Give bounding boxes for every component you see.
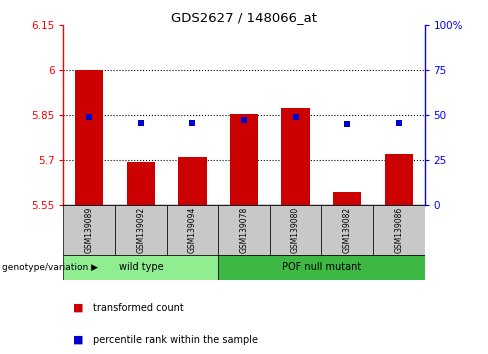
Text: transformed count: transformed count (93, 303, 183, 313)
Bar (270, 205, 322, 255)
Text: GSM139092: GSM139092 (136, 207, 145, 253)
Bar (75, 70, 103, 205)
Bar (333, 192, 362, 205)
Text: POF null mutant: POF null mutant (282, 262, 361, 272)
Bar (230, 114, 258, 205)
Bar (218, 255, 425, 280)
Bar (322, 205, 373, 255)
Text: GSM139089: GSM139089 (85, 207, 94, 253)
Bar (282, 108, 310, 205)
Title: GDS2627 / 148066_at: GDS2627 / 148066_at (171, 11, 317, 24)
Bar (63, 255, 218, 280)
Text: percentile rank within the sample: percentile rank within the sample (93, 335, 258, 345)
Bar (127, 162, 155, 205)
Bar (115, 205, 166, 255)
Text: wild type: wild type (119, 262, 163, 272)
Bar (218, 205, 270, 255)
Text: GSM139086: GSM139086 (394, 207, 403, 253)
Bar (166, 205, 218, 255)
Text: GSM139080: GSM139080 (291, 207, 300, 253)
Text: ■: ■ (73, 335, 84, 345)
Bar (178, 157, 206, 205)
Text: GSM139094: GSM139094 (188, 207, 197, 253)
Text: genotype/variation ▶: genotype/variation ▶ (2, 263, 99, 272)
Text: GSM139078: GSM139078 (240, 207, 248, 253)
Bar (373, 205, 425, 255)
Bar (63, 205, 115, 255)
Text: ■: ■ (73, 303, 84, 313)
Bar (385, 154, 413, 205)
Text: GSM139082: GSM139082 (343, 207, 352, 253)
